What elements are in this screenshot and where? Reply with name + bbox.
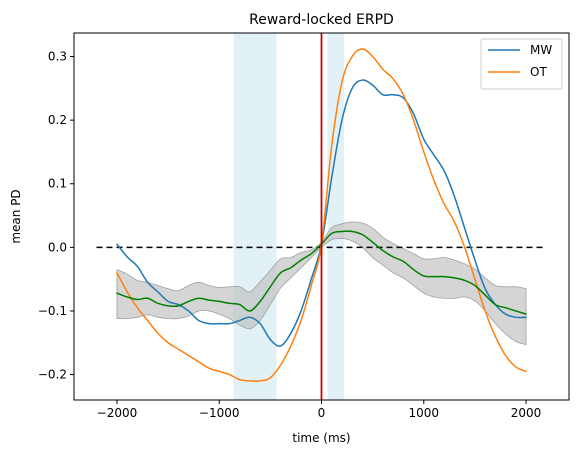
x-axis-ticks: −2000 −1000 0 1000 2000: [97, 400, 542, 420]
axes-frame: [73, 32, 570, 401]
shaded-region-1: [233, 33, 277, 400]
x-tick-label: −2000: [97, 406, 138, 420]
y-axis-ticks: −0.2 −0.1 0.0 0.1 0.2 0.3: [38, 50, 74, 382]
x-tick-label: 0: [318, 406, 326, 420]
x-axis-label: time (ms): [292, 431, 350, 445]
y-tick-label: −0.1: [38, 304, 67, 318]
legend-label-ot: OT: [530, 65, 547, 79]
x-tick-label: −1000: [199, 406, 240, 420]
y-tick-label: 0.1: [48, 177, 67, 191]
legend-box: [480, 38, 563, 90]
x-tick-label: 1000: [408, 406, 439, 420]
y-tick-label: −0.2: [38, 368, 67, 382]
y-tick-label: 0.3: [48, 50, 67, 64]
confidence-band: [116, 221, 527, 346]
chart-title: Reward-locked ERPD: [249, 12, 394, 28]
y-axis-label: mean PD: [9, 189, 23, 243]
x-tick-label: 2000: [511, 406, 542, 420]
legend: MW OT: [480, 38, 563, 90]
y-tick-label: 0.2: [48, 113, 67, 127]
plot-area: [96, 33, 547, 400]
shaded-region-2: [327, 33, 344, 400]
legend-label-mw: MW: [530, 43, 552, 57]
y-tick-label: 0.0: [48, 240, 67, 254]
